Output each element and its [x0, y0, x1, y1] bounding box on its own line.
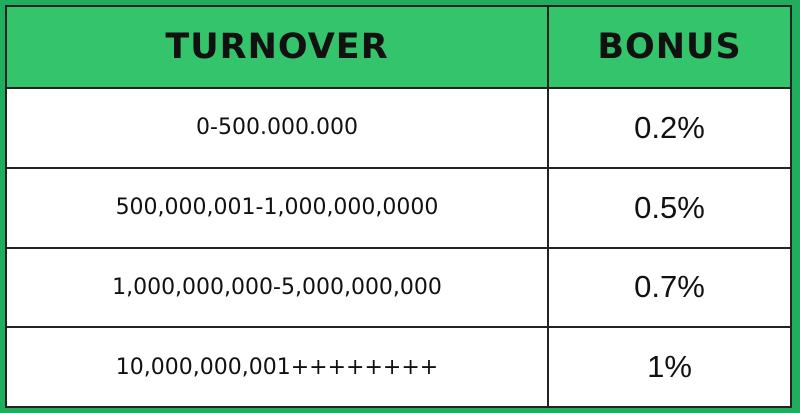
header-row: TURNOVER BONUS [5, 5, 792, 89]
bonus-cell: 1% [547, 326, 792, 408]
table-row: 0-500.000.000 0.2% [5, 87, 792, 169]
turnover-cell: 1,000,000,000-5,000,000,000 [5, 246, 549, 329]
bonus-cell: 0.7% [547, 246, 792, 329]
turnover-cell: 0-500.000.000 [5, 87, 549, 169]
turnover-header: TURNOVER [5, 5, 549, 89]
bonus-cell: 0.5% [547, 166, 792, 249]
bonus-header: BONUS [547, 5, 792, 89]
table-row: 1,000,000,000-5,000,000,000 0.7% [5, 246, 792, 329]
bonus-table: TURNOVER BONUS 0-500.000.000 0.2% 500,00… [5, 5, 792, 408]
turnover-cell: 10,000,000,001++++++++ [5, 326, 549, 408]
table-row: 10,000,000,001++++++++ 1% [5, 326, 792, 408]
turnover-cell: 500,000,001-1,000,000,0000 [5, 166, 549, 249]
bonus-cell: 0.2% [547, 87, 792, 169]
table-row: 500,000,001-1,000,000,0000 0.5% [5, 166, 792, 249]
